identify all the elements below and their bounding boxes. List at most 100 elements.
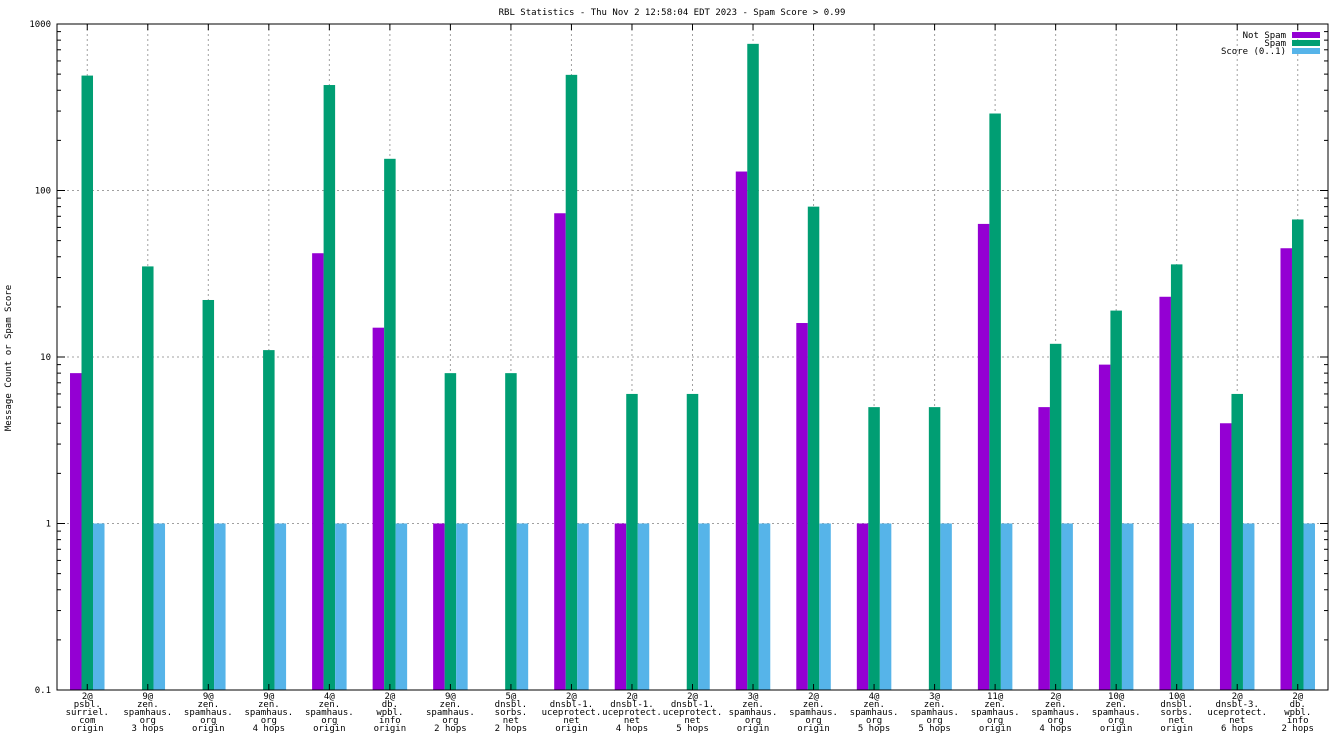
- x-tick-label: org: [987, 716, 1003, 726]
- bar-spam: [868, 407, 880, 690]
- x-tick-label: db.: [1290, 700, 1306, 710]
- x-tick-label: origin: [979, 724, 1012, 734]
- x-tick-label: 5 hops: [676, 724, 709, 734]
- legend-swatch: [1292, 40, 1320, 46]
- bar-score-0-1: [214, 523, 226, 690]
- legend-label: Not Spam: [1243, 31, 1286, 41]
- bar-score-0-1: [819, 523, 831, 690]
- x-tick-label: dnsbl.: [495, 700, 528, 710]
- x-tick-label: 9@: [445, 692, 456, 702]
- bar-not-spam: [1280, 248, 1292, 690]
- x-tick-label: 2 hops: [495, 724, 528, 734]
- x-tick-label: 2 hops: [1281, 724, 1314, 734]
- bar-spam: [686, 393, 699, 690]
- bar-spam: [323, 85, 336, 690]
- bar-not-spam: [735, 171, 748, 690]
- x-tick-label: spamhaus.: [426, 708, 475, 718]
- x-tick-label: org: [442, 716, 458, 726]
- x-tick-label: zen.: [137, 700, 159, 710]
- bar-score-0-1: [637, 523, 650, 690]
- x-tick-label: org: [200, 716, 216, 726]
- bar-not-spam: [70, 373, 82, 690]
- bar-spam: [142, 266, 154, 690]
- bar-score-0-1: [395, 523, 408, 690]
- bar-spam: [1170, 264, 1183, 690]
- y-tick-label: 1000: [29, 20, 51, 30]
- x-tick-label: zen.: [1105, 700, 1127, 710]
- bar-score-0-1: [93, 523, 105, 690]
- x-tick-label: org: [321, 716, 337, 726]
- bar-score-0-1: [1061, 523, 1073, 690]
- x-tick-label: origin: [1160, 724, 1193, 734]
- bar-not-spam: [433, 523, 445, 690]
- x-tick-label: com: [79, 716, 95, 726]
- x-tick-label: origin: [1100, 724, 1133, 734]
- bar-score-0-1: [940, 523, 952, 690]
- bar-spam: [747, 43, 759, 690]
- x-tick-label: origin: [374, 724, 407, 734]
- y-tick-label: 100: [35, 187, 51, 197]
- x-tick-label: org: [261, 716, 277, 726]
- x-tick-label: 5 hops: [918, 724, 951, 734]
- x-tick-label: spamhaus.: [789, 708, 838, 718]
- x-tick-label: uceprotect.: [1207, 708, 1267, 718]
- x-tick-label: wpbl.: [376, 708, 403, 718]
- x-tick-label: zen.: [258, 700, 280, 710]
- x-tick-label: dnsbl-1.: [550, 700, 593, 710]
- bar-not-spam: [1159, 296, 1171, 690]
- bar-not-spam: [312, 253, 324, 690]
- x-tick-label: dnsbl-1.: [671, 700, 714, 710]
- bar-spam: [81, 75, 94, 691]
- legend-label: Score (0..1): [1221, 47, 1286, 57]
- bar-not-spam: [977, 223, 990, 691]
- x-tick-label: 2@: [566, 692, 577, 702]
- x-tick-label: 2@: [384, 692, 395, 702]
- x-tick-label: spamhaus.: [1031, 708, 1080, 718]
- x-tick-label: 2@: [1050, 692, 1061, 702]
- x-tick-label: 9@: [203, 692, 214, 702]
- legend-swatch: [1292, 32, 1320, 38]
- x-tick-label: origin: [313, 724, 346, 734]
- bar-score-0-1: [1182, 523, 1194, 690]
- x-tick-label: 10@: [1169, 692, 1186, 702]
- bar-not-spam: [1098, 364, 1111, 690]
- bar-not-spam: [796, 323, 808, 690]
- x-tick-label: 3 hops: [132, 724, 165, 734]
- x-tick-label: spamhaus.: [971, 708, 1020, 718]
- x-tick-label: info: [379, 716, 401, 726]
- bar-score-0-1: [335, 523, 347, 690]
- x-tick-label: spamhaus.: [1092, 708, 1141, 718]
- x-tick-label: zen.: [1045, 700, 1067, 710]
- x-tick-label: spamhaus.: [850, 708, 899, 718]
- x-tick-label: 3@: [748, 692, 759, 702]
- x-tick-label: origin: [192, 724, 225, 734]
- bar-spam: [384, 158, 396, 691]
- x-tick-label: uceprotect.: [663, 708, 723, 718]
- x-tick-label: org: [805, 716, 821, 726]
- x-tick-label: spamhaus.: [123, 708, 172, 718]
- x-tick-label: spamhaus.: [184, 708, 233, 718]
- x-tick-label: org: [866, 716, 882, 726]
- x-tick-label: zen.: [984, 700, 1006, 710]
- x-tick-label: 9@: [142, 692, 153, 702]
- x-tick-label: origin: [797, 724, 830, 734]
- bar-spam: [1110, 310, 1122, 690]
- bar-score-0-1: [1242, 523, 1255, 690]
- chart-title: RBL Statistics - Thu Nov 2 12:58:04 EDT …: [499, 8, 846, 18]
- x-tick-label: 2@: [1292, 692, 1303, 702]
- x-tick-label: spamhaus.: [305, 708, 354, 718]
- x-tick-label: zen.: [319, 700, 341, 710]
- x-tick-label: 3@: [929, 692, 940, 702]
- x-tick-label: 5 hops: [858, 724, 891, 734]
- bar-spam: [1291, 219, 1304, 690]
- bar-score-0-1: [1000, 523, 1013, 690]
- x-tick-label: spamhaus.: [729, 708, 778, 718]
- x-tick-label: 2@: [1232, 692, 1243, 702]
- x-tick-label: net: [1229, 716, 1245, 726]
- x-tick-label: zen.: [440, 700, 462, 710]
- bar-score-0-1: [758, 523, 771, 690]
- x-tick-label: zen.: [924, 700, 946, 710]
- bar-spam: [505, 373, 517, 690]
